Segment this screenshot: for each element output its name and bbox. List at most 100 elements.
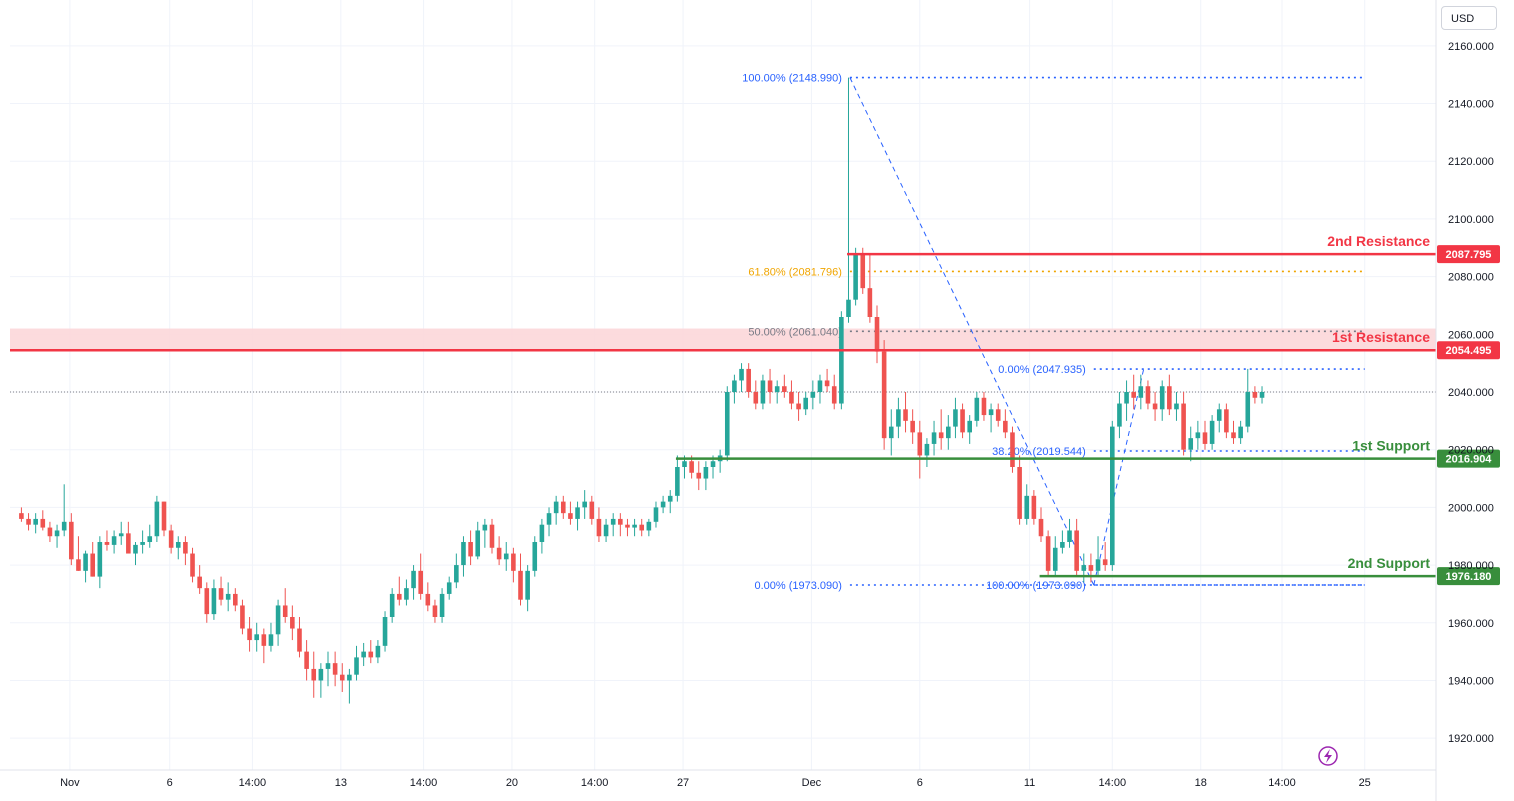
candle-body [981,397,987,416]
candle-body [1117,403,1122,427]
candle-body [454,565,459,583]
price-tag-label: 1976.180 [1446,571,1492,583]
candle-body [703,467,709,479]
candle-body [468,542,473,557]
price-tick-label: 2040.000 [1448,387,1494,399]
time-tick-label: 27 [677,777,689,789]
candle-body [69,521,74,560]
candle-body [639,524,645,531]
candle-body [33,518,38,525]
fib2-level-label: 0.00% (2047.935) [998,364,1085,376]
candle-body [546,513,552,525]
fib2-trend-line [1093,368,1145,586]
candle-body [268,634,274,646]
support-resistance-levels[interactable]: 2nd Resistance 2087.795 1st Resistance 2054… [10,233,1500,586]
candle-body [682,461,687,467]
candle-body [1174,403,1179,410]
candle-body [361,651,366,658]
candle-body [532,542,538,571]
candle-body [354,657,359,675]
candle-body [1245,392,1251,427]
time-tick-label: 14:00 [1268,777,1296,789]
candle-body [304,651,309,669]
candle-body [724,392,730,456]
candle-body [147,536,153,542]
candle-body [47,527,53,537]
candle-body [382,617,388,646]
candle-body [339,674,345,681]
candle-body [853,253,858,300]
candle-body [161,501,167,531]
time-axis[interactable]: Nov 6 14:00 13 14:00 20 14:00 27 Dec 6 11 14:00 18 14… [0,769,1436,789]
candle-body [418,570,423,594]
time-tick-label: 6 [917,777,923,789]
price-tag [1437,245,1500,264]
candle-body [931,432,937,444]
price-tick-label: 2160.000 [1448,41,1494,53]
candle-body [1224,409,1229,433]
candle-body [1138,386,1144,398]
candle-body [482,524,488,531]
candle-body [76,559,81,571]
candle-body [696,472,702,479]
candle-body [518,570,523,600]
time-tick-label: 25 [1359,777,1371,789]
candle-body [553,501,559,514]
candle-body [325,663,331,669]
candle-body [988,409,994,416]
candle-body [560,501,566,514]
candle-body [824,380,830,387]
candle-body [803,397,809,410]
candle-body [610,518,616,525]
level-title: 1st Support [1352,438,1430,454]
candle-body [1045,536,1051,571]
candle-body [332,663,338,675]
candle-body [739,368,744,381]
candle-body [233,593,238,606]
candle-body [1038,518,1044,537]
candle-body [903,409,908,421]
candle-body [118,533,124,537]
candle-body [168,530,174,548]
price-tick-label: 2000.000 [1448,502,1494,514]
candle-body [375,645,381,658]
candle-body [796,403,801,410]
level-title: 2nd Support [1348,555,1431,571]
candle-body [432,605,438,617]
candle-body [254,634,259,641]
candle-body [653,507,659,522]
candle-body [917,432,923,456]
candle-body [1259,392,1265,398]
candle-body [439,593,445,617]
currency-button[interactable]: USD [1441,6,1497,30]
fib1-trend-line [849,77,1095,586]
candle-body [967,420,972,433]
candle-body [396,593,402,600]
candle-body [1088,565,1094,571]
candle-body [111,536,117,545]
candle-body [40,518,46,528]
candle-body [881,351,887,439]
candle-body [282,605,288,617]
candle-body [1124,392,1129,404]
candle-body [318,668,324,681]
fibonacci-retracement[interactable]: 100.00% (2148.990) 61.80% (2081.796) 50.00… [742,73,1365,592]
candle-body [1252,392,1258,398]
time-tick-label: 6 [167,777,173,789]
price-tick-label: 2140.000 [1448,99,1494,111]
candle-body [175,542,181,548]
candle-body [411,570,416,589]
candle-body [575,507,580,519]
fib1-level-label: 61.80% (2081.796) [748,266,842,278]
lightning-icon-bolt [1324,749,1332,763]
candle-body [831,386,837,404]
candle-body [1181,403,1186,450]
price-axis[interactable]: 2160.000 2140.000 2120.000 2100.000 2080.000… [1435,0,1494,801]
candle-body [211,588,217,615]
candle-body [61,521,67,531]
candle-body [1152,403,1158,410]
candle-body [760,380,766,404]
candle-body [789,392,794,404]
candle-body [1109,426,1115,566]
